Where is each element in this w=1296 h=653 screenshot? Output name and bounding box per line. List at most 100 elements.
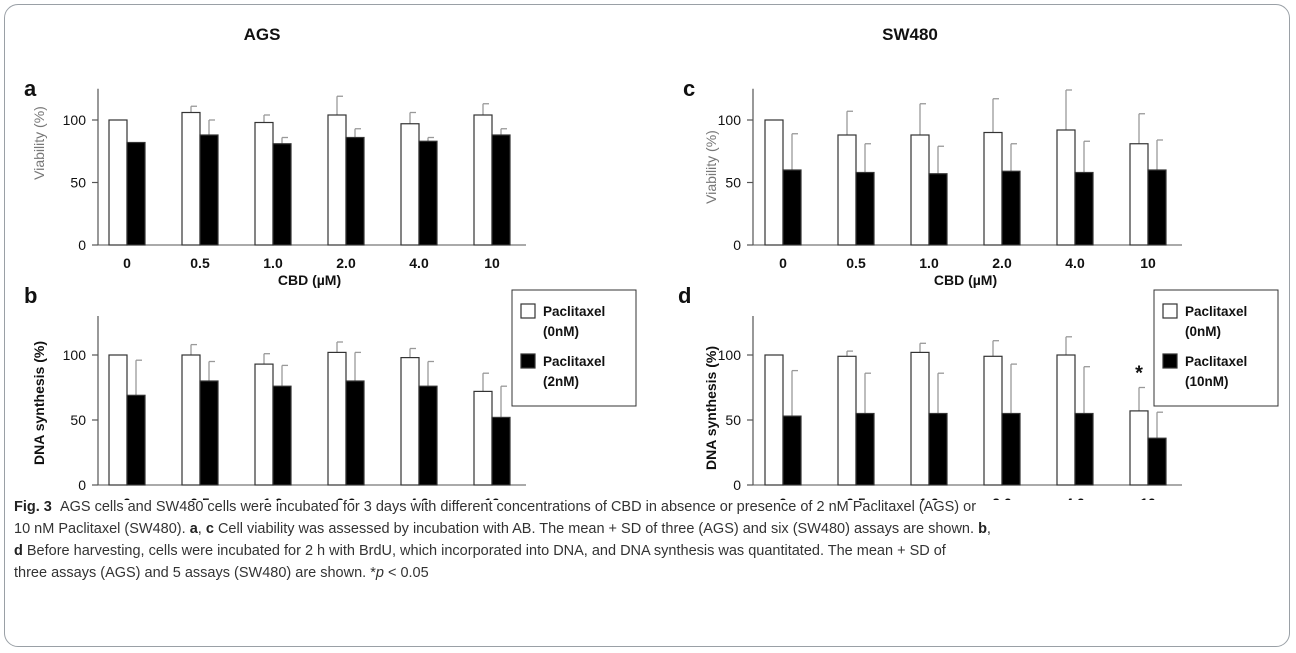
y-axis-label: Viability (%) bbox=[31, 106, 47, 180]
bar-paclitaxel-treated bbox=[126, 141, 146, 246]
y-tick-label: 100 bbox=[63, 112, 87, 128]
bar-paclitaxel-0nm bbox=[837, 355, 857, 486]
caption-letter-a: a bbox=[189, 521, 198, 537]
bar-paclitaxel-0nm bbox=[1129, 143, 1149, 246]
y-tick-label: 0 bbox=[78, 237, 86, 253]
y-tick-label: 100 bbox=[718, 112, 742, 128]
caption-p-value: < 0.05 bbox=[383, 565, 429, 581]
bar-paclitaxel-treated bbox=[199, 380, 219, 486]
x-tick-label: 4.0 bbox=[1065, 255, 1085, 271]
bar-paclitaxel-0nm bbox=[910, 134, 930, 246]
y-tick-label: 50 bbox=[725, 412, 741, 428]
caption-letter-b: b bbox=[978, 521, 987, 537]
caption-line-3: Before harvesting, cells were incubated … bbox=[26, 543, 946, 559]
bar-paclitaxel-treated bbox=[345, 136, 365, 246]
bar-paclitaxel-treated bbox=[345, 380, 365, 486]
figure-caption: Fig. 3 AGS cells and SW480 cells were in… bbox=[14, 499, 991, 581]
bar-paclitaxel-0nm bbox=[108, 119, 128, 246]
x-axis-label: CBD (µM) bbox=[934, 272, 997, 288]
bar-paclitaxel-treated bbox=[1074, 412, 1094, 486]
x-tick-label: 2.0 bbox=[992, 255, 1012, 271]
panel-letter-b: b bbox=[24, 283, 37, 308]
bar-paclitaxel-treated bbox=[928, 173, 948, 246]
x-tick-label: 2.0 bbox=[992, 495, 1012, 500]
legend-swatch-open bbox=[1162, 303, 1178, 319]
chart-panel-c: c 0 50 100 Viability (%) 0 0.5 1.0 2.0 4.0 10 CBD (… bbox=[683, 76, 1182, 288]
bar-paclitaxel-0nm bbox=[764, 354, 784, 486]
y-tick-label: 100 bbox=[63, 347, 87, 363]
caption-line-2a: 10 nM Paclitaxel (SW480). bbox=[14, 521, 186, 537]
x-tick-label: 1.0 bbox=[263, 495, 283, 500]
x-tick-label: 1.0 bbox=[263, 255, 283, 271]
x-tick-label: 4.0 bbox=[1065, 495, 1085, 500]
bar-paclitaxel-0nm bbox=[1056, 129, 1076, 246]
bar-paclitaxel-treated bbox=[782, 169, 802, 246]
bar-paclitaxel-treated bbox=[272, 143, 292, 246]
y-tick-label: 0 bbox=[78, 477, 86, 493]
bar-paclitaxel-treated bbox=[272, 385, 292, 486]
x-tick-label: 0 bbox=[779, 255, 787, 271]
x-tick-label: 0.5 bbox=[190, 255, 210, 271]
bar-paclitaxel-treated bbox=[1001, 170, 1021, 246]
bar-paclitaxel-0nm bbox=[764, 119, 784, 246]
bar-paclitaxel-0nm bbox=[1129, 410, 1149, 486]
y-tick-label: 50 bbox=[70, 175, 86, 191]
bar-paclitaxel-0nm bbox=[108, 354, 128, 486]
caption-line-2b: Cell viability was assessed by incubatio… bbox=[217, 521, 975, 537]
group-title-ags: AGS bbox=[244, 25, 281, 44]
legend-swatch-filled bbox=[520, 353, 536, 369]
bar-paclitaxel-treated bbox=[126, 394, 146, 486]
caption-letter-d: d bbox=[14, 543, 23, 559]
bar-paclitaxel-0nm bbox=[983, 355, 1003, 486]
legend-swatch-open bbox=[520, 303, 536, 319]
bar-paclitaxel-treated bbox=[418, 385, 438, 486]
legend-swatch-filled bbox=[1162, 353, 1178, 369]
caption-p-symbol: p bbox=[375, 565, 384, 581]
legend-label: Paclitaxel (2nM) bbox=[543, 354, 605, 389]
x-tick-label: 10 bbox=[1140, 495, 1156, 500]
bar-paclitaxel-0nm bbox=[1056, 354, 1076, 486]
bar-paclitaxel-0nm bbox=[837, 134, 857, 246]
legend: Paclitaxel (0nM) Paclitaxel (2nM) bbox=[511, 289, 637, 407]
panel-letter-a: a bbox=[24, 76, 37, 101]
legend-label: Paclitaxel (0nM) bbox=[543, 304, 605, 339]
bar-paclitaxel-0nm bbox=[254, 121, 274, 246]
x-tick-label: 10 bbox=[1140, 255, 1156, 271]
bar-paclitaxel-treated bbox=[782, 415, 802, 486]
bar-paclitaxel-0nm bbox=[181, 111, 201, 246]
legend-label: Paclitaxel (10nM) bbox=[1185, 354, 1247, 389]
x-tick-label: 4.0 bbox=[409, 495, 429, 500]
caption-line-4: three assays (AGS) and 5 assays (SW480) … bbox=[14, 565, 376, 581]
y-tick-label: 0 bbox=[733, 477, 741, 493]
y-axis-label: Viability (%) bbox=[703, 130, 719, 204]
bar-paclitaxel-treated bbox=[491, 134, 511, 246]
bar-paclitaxel-treated bbox=[855, 412, 875, 486]
bar-paclitaxel-treated bbox=[1001, 412, 1021, 486]
bar-paclitaxel-treated bbox=[1147, 169, 1167, 246]
bar-paclitaxel-0nm bbox=[473, 114, 493, 246]
y-tick-label: 100 bbox=[718, 347, 742, 363]
legend-label: Paclitaxel (0nM) bbox=[1185, 304, 1247, 339]
x-tick-label: 0.5 bbox=[190, 495, 210, 500]
x-tick-label: 2.0 bbox=[336, 495, 356, 500]
bar-paclitaxel-0nm bbox=[254, 363, 274, 486]
group-title-sw480: SW480 bbox=[882, 25, 938, 44]
x-tick-label: 0.5 bbox=[846, 495, 866, 500]
bar-paclitaxel-0nm bbox=[400, 123, 420, 246]
x-tick-label: 4.0 bbox=[409, 255, 429, 271]
caption-label: Fig. 3 bbox=[14, 499, 52, 515]
x-tick-label: 0.5 bbox=[846, 255, 866, 271]
bar-paclitaxel-treated bbox=[928, 412, 948, 486]
y-tick-label: 0 bbox=[733, 237, 741, 253]
x-tick-label: 10 bbox=[484, 495, 500, 500]
x-tick-label: 0 bbox=[123, 495, 131, 500]
y-tick-label: 50 bbox=[725, 175, 741, 191]
panel-letter-d: d bbox=[678, 283, 691, 308]
bar-paclitaxel-treated bbox=[199, 134, 219, 246]
x-tick-label: 1.0 bbox=[919, 495, 939, 500]
bar-paclitaxel-0nm bbox=[327, 114, 347, 246]
bar-paclitaxel-treated bbox=[855, 171, 875, 246]
chart-panel-a: a 0 50 100 Viability (%) 0 0.5 1.0 2.0 4.0 10 CBD (… bbox=[24, 76, 526, 288]
